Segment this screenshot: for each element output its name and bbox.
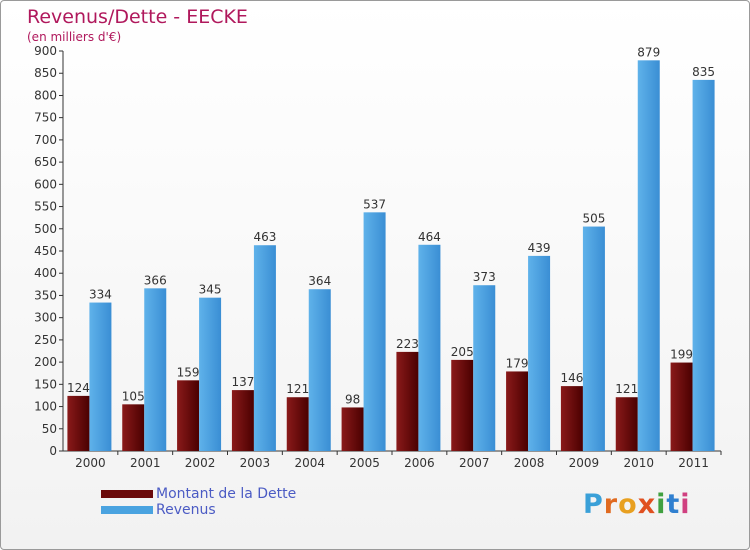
bar-revenue (199, 297, 222, 451)
logo-letter: i (680, 489, 691, 520)
x-tick-label: 2005 (349, 456, 380, 470)
data-label-revenue: 373 (473, 270, 496, 284)
y-tick-label: 200 (34, 355, 57, 369)
data-label-revenue: 464 (418, 230, 441, 244)
logo-letter: P (583, 489, 604, 520)
legend-label-debt: Montant de la Dette (156, 486, 297, 502)
data-label-revenue: 835 (692, 65, 715, 79)
bar-debt (506, 371, 529, 451)
data-label-revenue: 345 (199, 283, 222, 297)
y-tick-label: 150 (34, 377, 57, 391)
bar-debt (341, 407, 364, 451)
data-label-revenue: 366 (144, 273, 167, 287)
bar-revenue (692, 79, 715, 451)
x-tick-label: 2002 (185, 456, 216, 470)
y-tick-label: 550 (34, 200, 57, 214)
bar-debt (396, 351, 419, 451)
proxiti-logo: Proxiti (583, 489, 691, 520)
bar-debt (286, 397, 309, 451)
data-label-debt: 146 (560, 371, 583, 385)
bar-debt (231, 390, 254, 451)
bar-debt (67, 395, 90, 451)
logo-letter: o (618, 489, 638, 520)
data-label-debt: 205 (451, 345, 474, 359)
bar-debt (670, 362, 693, 451)
x-tick-label: 2011 (678, 456, 709, 470)
bar-revenue (308, 289, 331, 451)
x-tick-label: 2000 (75, 456, 106, 470)
y-tick-label: 700 (34, 133, 57, 147)
y-tick-label: 0 (49, 444, 57, 458)
logo-letter: i (656, 489, 667, 520)
data-label-debt: 121 (615, 382, 638, 396)
data-label-revenue: 364 (308, 274, 331, 288)
x-tick-label: 2010 (623, 456, 654, 470)
data-label-revenue: 537 (363, 197, 386, 211)
x-tick-label: 2006 (404, 456, 435, 470)
data-label-revenue: 334 (89, 288, 112, 302)
data-label-debt: 105 (122, 389, 145, 403)
bar-debt (615, 397, 638, 451)
y-tick-label: 900 (34, 44, 57, 58)
data-label-debt: 98 (345, 392, 360, 406)
data-label-revenue: 463 (253, 230, 276, 244)
data-label-debt: 179 (506, 356, 529, 370)
logo-letter: t (666, 489, 681, 520)
bar-debt (451, 359, 474, 451)
bar-debt (177, 380, 200, 451)
y-tick-label: 100 (34, 400, 57, 414)
y-tick-label: 650 (34, 155, 57, 169)
x-tick-label: 2007 (459, 456, 490, 470)
bar-revenue (418, 244, 441, 451)
y-tick-label: 450 (34, 244, 57, 258)
data-label-debt: 137 (231, 375, 254, 389)
data-label-debt: 223 (396, 337, 419, 351)
y-tick-label: 800 (34, 88, 57, 102)
y-tick-label: 850 (34, 66, 57, 80)
bar-revenue (528, 255, 551, 451)
bar-revenue (253, 245, 276, 451)
y-tick-label: 300 (34, 311, 57, 325)
y-tick-label: 500 (34, 222, 57, 236)
data-label-debt: 124 (67, 381, 90, 395)
data-label-revenue: 439 (528, 241, 551, 255)
logo-letter: r (603, 489, 619, 520)
y-tick-label: 250 (34, 333, 57, 347)
x-tick-label: 2008 (514, 456, 545, 470)
data-label-debt: 159 (177, 365, 200, 379)
bar-revenue (473, 285, 496, 451)
y-tick-label: 600 (34, 177, 57, 191)
y-tick-label: 400 (34, 266, 57, 280)
data-label-revenue: 879 (637, 45, 660, 59)
chart-title: Revenus/Dette - EECKE (27, 6, 248, 28)
x-tick-label: 2009 (569, 456, 600, 470)
bar-revenue (582, 226, 605, 451)
bar-revenue (144, 288, 167, 451)
legend-label-revenue: Revenus (156, 502, 216, 518)
x-tick-label: 2001 (130, 456, 161, 470)
y-tick-label: 750 (34, 111, 57, 125)
x-tick-label: 2004 (294, 456, 325, 470)
bar-debt (122, 404, 145, 451)
bar-revenue (89, 302, 112, 451)
bar-revenue (637, 60, 660, 451)
data-label-revenue: 505 (582, 212, 605, 226)
y-tick-label: 350 (34, 288, 57, 302)
chart-subtitle: (en milliers d'€) (27, 30, 122, 44)
x-tick-label: 2003 (240, 456, 271, 470)
legend-swatch-debt (101, 490, 153, 498)
legend-swatch-revenue (101, 506, 153, 514)
bar-revenue (363, 212, 386, 451)
bar-debt (560, 386, 583, 451)
data-label-debt: 199 (670, 348, 693, 362)
data-label-debt: 121 (286, 382, 309, 396)
y-tick-label: 50 (42, 422, 57, 436)
logo-letter: x (637, 489, 657, 520)
